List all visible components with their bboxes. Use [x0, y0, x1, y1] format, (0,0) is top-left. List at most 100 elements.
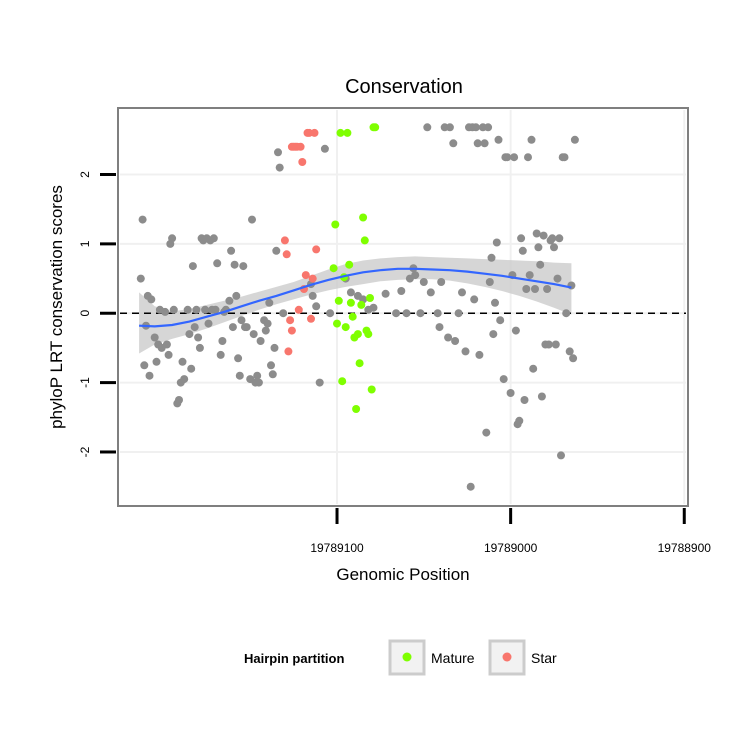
point-other-48: [230, 260, 239, 269]
point-mature-4: [336, 128, 345, 137]
point-mature-15: [355, 359, 364, 368]
point-other-33: [201, 305, 210, 314]
axes: -2 -1 0 1 2 19789100 19789000 19788900: [78, 171, 711, 555]
point-other-154: [550, 243, 558, 252]
point-other-27: [190, 323, 199, 332]
point-other-153: [548, 234, 557, 243]
point-other-47: [228, 323, 237, 332]
point-other-150: [543, 285, 552, 293]
point-star-3: [286, 316, 295, 325]
point-other-38: [209, 234, 218, 243]
point-other-144: [532, 229, 541, 238]
point-other-65: [263, 319, 272, 328]
point-other-5: [145, 371, 154, 380]
x-tick-label-0: 19789100: [310, 541, 364, 555]
point-other-136: [518, 246, 527, 255]
point-other-135: [517, 234, 526, 243]
confidence-band: [139, 256, 572, 354]
point-other-125: [496, 316, 505, 325]
point-star-4: [287, 326, 296, 335]
point-other-134: [515, 416, 524, 425]
smooth-trend-line: [139, 267, 572, 328]
point-other-71: [274, 148, 282, 157]
point-mature-22: [367, 385, 376, 394]
point-other-138: [522, 285, 531, 293]
point-other-81: [346, 288, 355, 297]
point-other-114: [475, 350, 484, 359]
point-other-145: [534, 243, 543, 252]
point-other-51: [235, 371, 244, 380]
point-other-22: [180, 375, 189, 384]
point-other-98: [435, 323, 444, 332]
point-other-122: [491, 298, 499, 307]
legend-marker-star: [502, 652, 512, 662]
point-other-132: [511, 326, 520, 335]
x-axis-title: Genomic Position: [336, 565, 469, 584]
point-star-9: [294, 305, 303, 314]
point-other-40: [213, 259, 222, 268]
point-other-155: [551, 340, 560, 349]
point-star-0: [280, 236, 289, 245]
point-other-49: [232, 291, 241, 300]
legend-marker-mature: [402, 652, 412, 662]
point-mature-7: [341, 323, 350, 332]
y-tick-label-0: -2: [78, 446, 92, 457]
point-other-41: [216, 350, 225, 359]
point-other-50: [234, 354, 243, 363]
point-other-19: [175, 396, 183, 404]
point-other-101: [444, 333, 453, 342]
point-other-106: [458, 288, 466, 297]
point-other-105: [454, 309, 463, 318]
point-other-55: [242, 323, 251, 332]
point-other-24: [185, 330, 194, 339]
point-mature-9: [345, 260, 354, 269]
point-other-42: [218, 337, 227, 345]
point-other-139: [524, 153, 532, 162]
point-mature-1: [331, 220, 340, 229]
point-mature-8: [343, 128, 352, 137]
point-other-12: [161, 307, 170, 316]
point-other-70: [272, 246, 281, 255]
point-other-129: [506, 389, 515, 397]
point-mature-0: [329, 264, 338, 273]
x-tick-label-2: 19788900: [658, 541, 712, 555]
point-other-97: [433, 309, 442, 318]
point-other-148: [539, 231, 548, 240]
point-other-111: [470, 295, 479, 304]
point-other-117: [482, 428, 491, 437]
point-mature-10: [346, 298, 355, 307]
point-other-118: [484, 123, 493, 132]
point-other-0: [136, 274, 145, 283]
point-other-128: [503, 153, 512, 162]
point-other-75: [308, 291, 317, 300]
point-other-8: [152, 357, 161, 366]
point-other-23: [183, 305, 192, 314]
point-other-87: [392, 309, 401, 318]
point-other-26: [188, 262, 197, 271]
y-tick-label-1: -1: [78, 377, 92, 388]
grid-lines: [120, 110, 686, 504]
point-other-28: [192, 305, 201, 314]
point-star-10: [296, 142, 305, 151]
x-tick-label-1: 19789000: [484, 541, 538, 555]
point-other-126: [499, 375, 508, 384]
point-mature-24: [371, 123, 380, 132]
point-other-160: [560, 153, 569, 162]
point-star-2: [284, 347, 293, 356]
point-other-124: [494, 135, 503, 144]
point-mature-21: [366, 294, 374, 302]
point-other-88: [397, 287, 406, 295]
chart-title: Conservation: [345, 76, 463, 98]
point-mature-20: [364, 330, 373, 339]
point-other-46: [227, 246, 236, 255]
point-other-99: [437, 278, 446, 286]
point-other-66: [265, 298, 274, 307]
point-other-104: [451, 337, 460, 345]
point-other-94: [419, 278, 428, 286]
point-star-17: [308, 274, 317, 283]
legend: Hairpin partition Mature Star: [244, 639, 557, 676]
point-other-61: [254, 378, 263, 387]
point-other-95: [423, 123, 432, 132]
point-other-137: [520, 396, 529, 404]
